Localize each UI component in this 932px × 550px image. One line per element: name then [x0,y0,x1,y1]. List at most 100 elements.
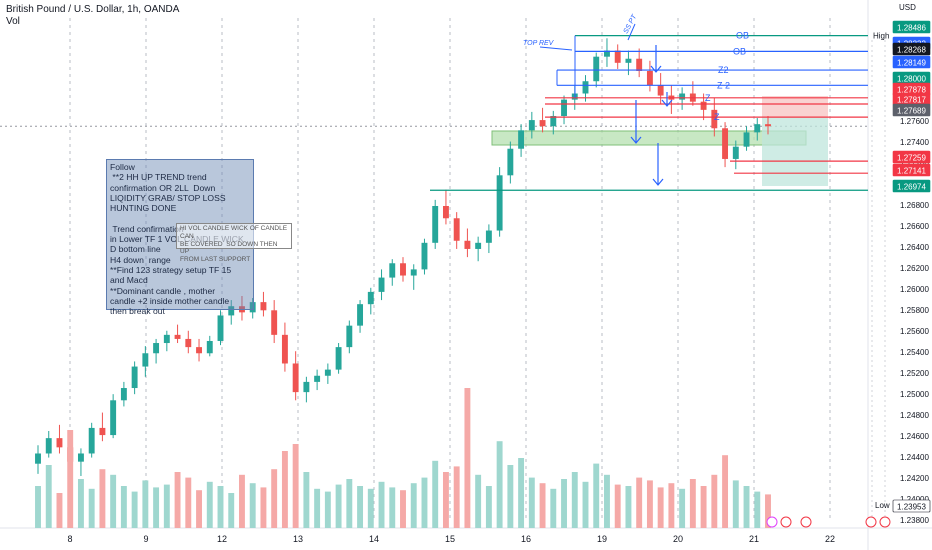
candle-body[interactable] [292,363,299,393]
price-tick-label: 1.24800 [900,411,929,420]
candle-body[interactable] [593,56,600,82]
candle-body[interactable] [561,99,567,116]
price-tag-label: 1.28000 [897,75,926,84]
price-tick-label: 1.26000 [900,285,929,294]
candle-body[interactable] [625,58,632,63]
candle-body[interactable] [485,230,492,243]
candle-body[interactable] [357,304,364,326]
candle-body[interactable] [400,263,406,276]
candle-body[interactable] [228,306,235,316]
candle-body[interactable] [614,50,621,63]
volume-bar [335,484,342,528]
candle-body[interactable] [582,81,589,94]
candle-body[interactable] [732,146,739,159]
support-zone[interactable] [491,130,807,146]
uk-flag-icon[interactable] [879,516,891,528]
candle-body[interactable] [249,302,256,313]
candle-body[interactable] [110,400,117,436]
candle-body[interactable] [335,347,342,370]
volume-bar [281,451,288,528]
volume-bar [732,480,739,528]
volume-bar [754,491,761,528]
candle-body[interactable] [303,381,310,393]
candle-body[interactable] [518,130,525,149]
candle-body[interactable] [367,291,374,305]
candle-body[interactable] [743,132,750,147]
candle-body[interactable] [142,353,149,367]
candle-body[interactable] [163,334,170,344]
candle-body[interactable] [421,242,428,270]
candle-body[interactable] [314,375,321,382]
candle-body[interactable] [281,334,288,364]
candle-body[interactable] [765,124,771,127]
stop-loss-box[interactable] [762,96,828,117]
candle-body[interactable] [153,343,160,354]
candle-body[interactable] [174,334,181,339]
volume-bar [163,484,170,528]
candle-body[interactable] [56,438,63,448]
price-tick-label: 1.27400 [900,138,929,147]
candle-body[interactable] [346,325,353,348]
candle-body[interactable] [185,338,192,348]
candle-body[interactable] [711,109,718,129]
candle-body[interactable] [464,240,471,249]
candle-body[interactable] [679,93,686,100]
price-tag-label: 1.26974 [897,183,926,192]
candle-body[interactable] [389,263,396,278]
top-rev-label: TOP REV [523,40,555,47]
candle-body[interactable] [196,347,202,354]
candle-body[interactable] [120,388,127,401]
price-tag-label: 1.27878 [897,86,926,95]
candle-body[interactable] [754,124,761,133]
price-tick-label: 1.25000 [900,390,929,399]
candle-body[interactable] [378,277,385,292]
candle-body[interactable] [636,58,643,71]
us-flag-icon[interactable] [865,516,877,528]
candle-body[interactable] [646,70,653,86]
candle-body[interactable] [260,302,267,311]
candle-body[interactable] [442,205,449,219]
candle-body[interactable] [206,340,213,354]
candle-body[interactable] [539,120,546,127]
ss-pt-label: SS PT [623,13,639,35]
candle-body[interactable] [77,453,84,462]
volume-bar [185,477,192,528]
candle-body[interactable] [131,366,138,389]
candle-body[interactable] [700,101,707,110]
price-tag-label: 1.27141 [897,167,926,176]
candle-body[interactable] [271,310,278,335]
candle-body[interactable] [324,369,331,376]
candle-body[interactable] [722,128,729,159]
volume-bar [593,463,600,528]
arrow-ss-pt [627,23,636,41]
candle-body[interactable] [507,148,514,176]
candle-body[interactable] [35,453,41,464]
candle-body[interactable] [604,50,610,57]
price-tick-label: 1.25200 [900,369,929,378]
z2-label: Z2 [718,65,729,75]
candle-body[interactable] [410,269,417,276]
price-tag-label: 1.23953 [897,503,926,512]
volume-bar [410,483,417,528]
candle-body[interactable] [432,205,439,243]
event-icon[interactable] [766,516,778,528]
candle-body[interactable] [528,120,535,131]
volume-bar [485,486,492,528]
volume-bar [367,488,374,528]
candle-body[interactable] [657,85,664,96]
candle-body[interactable] [496,175,503,231]
candle-body[interactable] [99,427,106,436]
candle-body[interactable] [45,438,52,454]
us-flag-icon[interactable] [800,516,812,528]
volume-bar [689,479,696,528]
candle-body[interactable] [88,427,95,454]
candle-body[interactable] [550,115,557,127]
candle-body[interactable] [475,242,482,249]
uk-flag-icon[interactable] [780,516,792,528]
candle-body[interactable] [453,218,460,241]
volume-bar [45,465,52,528]
annotation-note-secondary[interactable]: HI VOL CANDLE WICK OF CANDLE CAN BE COVE… [176,223,292,263]
take-profit-box[interactable] [762,117,828,186]
candle-body[interactable] [217,315,224,341]
